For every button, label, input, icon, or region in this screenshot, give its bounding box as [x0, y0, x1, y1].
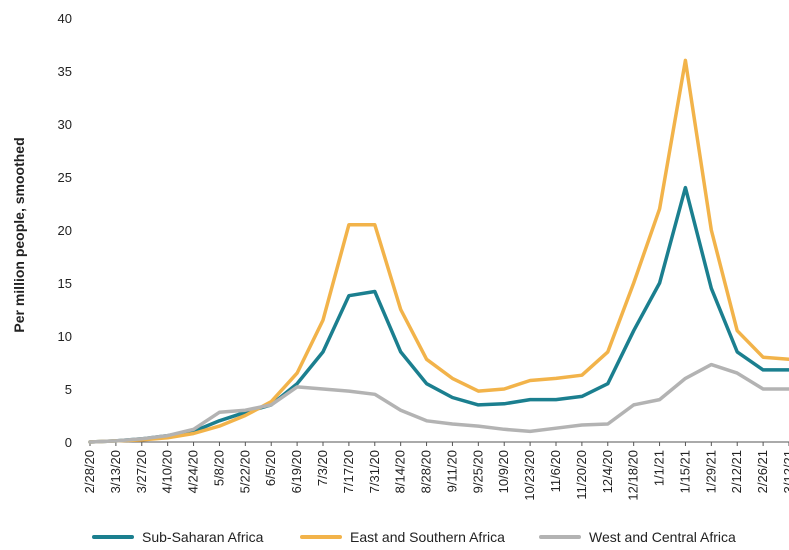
legend-item-east-southern: East and Southern Africa: [300, 524, 505, 550]
y-tick-label: 15: [58, 276, 72, 291]
x-tick-label: 6/19/20: [289, 450, 304, 493]
y-tick-label: 20: [58, 223, 72, 238]
x-tick-label: 4/24/20: [186, 450, 201, 493]
y-tick-label: 10: [58, 329, 72, 344]
x-tick-label: 6/5/20: [263, 450, 278, 486]
x-tick-label: 1/29/21: [703, 450, 718, 493]
x-tick-label: 1/15/21: [677, 450, 692, 493]
x-tick-label: 3/27/20: [134, 450, 149, 493]
series-line-sub-saharan-africa: [88, 185, 789, 444]
x-tick-label: 7/3/20: [315, 450, 330, 486]
y-axis-label: Per million people, smoothed: [11, 137, 27, 332]
y-tick-label: 0: [65, 435, 72, 450]
x-tick-label: 12/4/20: [600, 450, 615, 493]
legend-swatch-sub-saharan: [92, 535, 134, 539]
legend-label: Sub-Saharan Africa: [142, 529, 264, 545]
y-tick-label: 5: [65, 382, 72, 397]
x-tick-label: 1/1/21: [652, 450, 667, 486]
x-axis-ticks: 2/28/20 3/13/20 3/27/20 4/10/20 4/24/20 5/8/2…: [82, 442, 789, 501]
x-tick-label: 10/23/20: [522, 450, 537, 501]
x-tick-label: 3/12/21: [781, 450, 789, 493]
x-tick-label: 9/11/20: [444, 450, 459, 492]
y-axis-ticks: 0 5 10 15 20 25 30 35 40: [58, 11, 72, 450]
y-tick-label: 35: [58, 64, 72, 79]
line-chart: Per million people, smoothed 0 5 10 15 20 25 3…: [11, 11, 789, 501]
x-tick-label: 3/13/20: [108, 450, 123, 493]
legend-label: West and Central Africa: [589, 529, 736, 545]
series-line-east-and-southern-africa: [88, 58, 789, 444]
y-tick-label: 40: [58, 11, 72, 26]
x-tick-label: 9/25/20: [470, 450, 485, 493]
legend-item-sub-saharan: Sub-Saharan Africa: [92, 524, 263, 550]
y-tick-label: 30: [58, 117, 72, 132]
legend: Sub-Saharan Africa East and Southern Afr…: [0, 524, 789, 550]
x-tick-label: 11/20/20: [574, 450, 589, 500]
x-tick-label: 8/28/20: [419, 450, 434, 493]
legend-label: East and Southern Africa: [350, 529, 505, 545]
x-tick-label: 5/8/20: [211, 450, 226, 486]
x-tick-label: 7/31/20: [367, 450, 382, 493]
y-tick-label: 25: [58, 170, 72, 185]
legend-item-west-central: West and Central Africa: [539, 524, 736, 550]
x-tick-label: 11/6/20: [548, 450, 563, 492]
x-tick-label: 2/26/21: [755, 450, 770, 493]
x-tick-label: 12/18/20: [626, 450, 641, 501]
series-lines: [88, 58, 789, 444]
x-tick-label: 2/28/20: [82, 450, 97, 493]
legend-swatch-east-southern: [300, 535, 342, 539]
x-tick-label: 10/9/20: [496, 450, 511, 493]
x-tick-label: 7/17/20: [341, 450, 356, 493]
x-tick-label: 4/10/20: [160, 450, 175, 493]
x-tick-label: 8/14/20: [393, 450, 408, 493]
legend-swatch-west-central: [539, 535, 581, 539]
series-line-west-and-central-africa: [88, 362, 789, 444]
x-tick-label: 2/12/21: [729, 450, 744, 493]
x-tick-label: 5/22/20: [237, 450, 252, 493]
